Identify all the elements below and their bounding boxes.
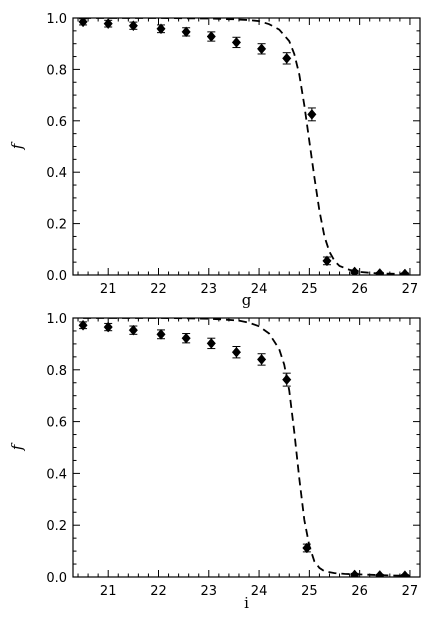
data-point [128,324,138,336]
y-axis-label: f [8,442,26,451]
x-tick-label: 25 [301,282,318,297]
y-tick-label: 1.0 [46,12,67,27]
data-point [350,266,360,275]
y-tick-label: 0.0 [46,571,67,586]
x-tick-label: 21 [100,584,117,599]
x-tick-label: 22 [150,584,167,599]
chart-panel-1: 21 22 23 24 25 26 27 0.0 0.2 0.4 0.6 0.8 1.0 g f [8,12,421,309]
y-axis-label: f [8,141,26,150]
axes-frame [72,17,421,276]
x-tick-label: 23 [201,282,218,297]
axes-frame [72,317,421,578]
data-point [257,354,267,365]
y-tick-label: 0.4 [46,467,67,482]
data-point [350,569,360,577]
y-tick-label: 1.0 [46,312,67,327]
y-tick-label: 0.0 [46,269,67,284]
data-point [231,37,242,48]
data-point [257,43,267,55]
y-tick-label: 0.4 [46,166,67,181]
data-point [78,319,88,331]
data-point [156,328,166,340]
y-tick-label: 0.8 [46,364,67,379]
data-point [128,20,138,32]
plot-area [78,318,410,577]
y-tick-label: 0.6 [46,115,67,130]
data-point [181,26,191,38]
x-axis-label: i [244,594,249,612]
chart-panel-2: 21 22 23 24 25 26 27 0.0 0.2 0.4 0.6 0.8 1.0 i f [8,312,421,612]
data-point [322,255,332,267]
data-point [400,570,410,577]
x-tick-label: 27 [402,282,419,297]
data-point [156,23,166,35]
y-tick-label: 0.8 [46,63,67,78]
data-point [231,346,242,358]
y-tick-label: 0.2 [46,519,67,534]
x-tick-label: 25 [301,584,318,599]
data-point [302,542,312,554]
y-tick-label: 0.2 [46,218,67,233]
data-point [282,52,292,64]
y-tick-label: 0.6 [46,416,67,431]
data-point [206,31,216,42]
x-tick-label: 27 [402,584,419,599]
x-tick-label: 21 [100,282,117,297]
data-point [375,268,385,275]
data-point [103,321,113,333]
plot-area [78,18,410,275]
x-axis-label: g [242,291,252,309]
x-tick-label: 24 [251,282,268,297]
data-point [181,332,191,344]
x-tick-label: 26 [351,584,368,599]
x-tick-label: 23 [201,584,218,599]
data-point [307,108,317,120]
x-tick-label: 24 [251,584,268,599]
data-point [400,268,410,275]
x-tick-label: 26 [351,282,368,297]
data-point [282,374,292,386]
data-point [78,18,88,28]
data-point [206,337,216,349]
data-point [103,18,113,30]
x-tick-label: 22 [150,282,167,297]
data-point [375,570,385,577]
